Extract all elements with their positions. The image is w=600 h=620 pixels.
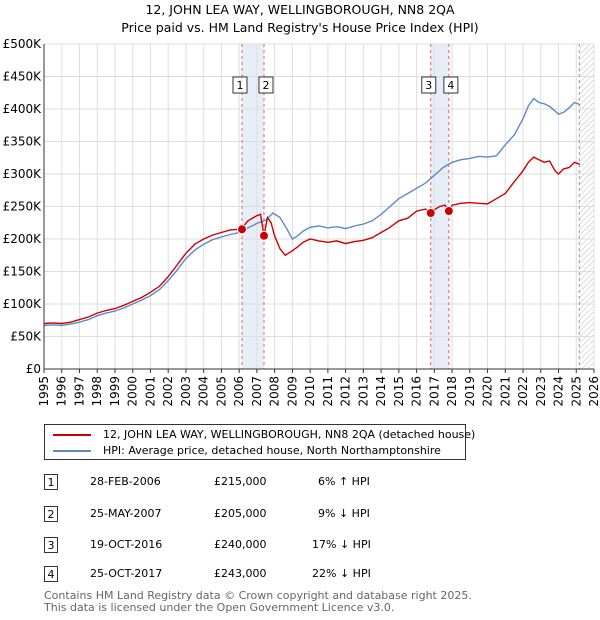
series-line-property [43, 156, 581, 325]
sale-rel: HPI [352, 567, 371, 580]
x-tick-label: 1996 [55, 376, 69, 407]
x-tick-label: 2007 [250, 376, 264, 407]
sale-label-number: 1 [237, 79, 244, 92]
sale-dir: ↓ [339, 567, 350, 580]
x-tick-label: 2022 [516, 376, 530, 407]
sale-label-number: 4 [447, 79, 454, 92]
y-tick-label: £150K [3, 265, 43, 279]
y-tick-label: £300K [3, 167, 43, 181]
x-tick-label: 2026 [587, 376, 600, 407]
sale-price: £205,000 [214, 507, 267, 520]
x-tick-label: 2021 [498, 376, 512, 407]
sale-rel: HPI [351, 507, 370, 520]
sale-price: £215,000 [214, 475, 267, 488]
sale-hpi-diff: 9% ↓ HPI [318, 507, 370, 520]
sale-pct: 17% [312, 538, 337, 551]
footer-licence: This data is licensed under the Open Gov… [44, 601, 395, 614]
price-chart: £0 £50K £100K £150K £200K £250K £300K £350K £400… [3, 37, 600, 407]
x-tick-label: 1995 [37, 376, 51, 407]
sale-hpi-diff: 6% ↑ HPI [318, 475, 370, 488]
x-tick-label: 1999 [108, 376, 122, 407]
y-tick-label: £200K [3, 232, 43, 246]
x-tick-label: 2015 [392, 376, 406, 407]
x-tick-label: 2025 [569, 376, 583, 407]
y-tick-label: £0 [26, 362, 41, 376]
x-tick-label: 2016 [410, 376, 424, 407]
sale-rel: HPI [352, 538, 371, 551]
sale-pct: 9% [318, 507, 336, 520]
sale-date: 25-OCT-2017 [90, 567, 163, 580]
sale-point [443, 206, 454, 217]
sale-point [259, 230, 269, 241]
y-tick-label: £50K [10, 330, 42, 344]
sale-dir: ↑ [338, 475, 349, 488]
sale-label-box [232, 76, 248, 94]
sale-marker-label: 2 [44, 506, 58, 522]
x-tick-label: 2011 [321, 376, 335, 407]
chart-title: 12, JOHN LEA WAY, WELLINGBOROUGH, NN8 2Q… [145, 2, 455, 17]
x-tick-label: 1998 [90, 376, 104, 407]
sale-date: 25-MAY-2007 [90, 507, 162, 520]
x-tick-label: 2000 [126, 376, 140, 407]
legend: 12, JOHN LEA WAY, WELLINGBOROUGH, NN8 2Q… [44, 424, 475, 460]
x-tick-label: 2013 [356, 376, 370, 407]
sale-label-number: 3 [425, 79, 432, 92]
x-tick-label: 2005 [214, 376, 228, 407]
x-tick-label: 2008 [268, 376, 282, 407]
sale-hpi-diff: 17% ↓ HPI [312, 538, 371, 551]
x-tick-label: 2010 [303, 376, 317, 407]
y-tick-label: £350K [3, 135, 43, 149]
x-tick-label: 2002 [161, 376, 175, 407]
x-tick-label: 2024 [552, 376, 566, 407]
sale-hpi-diff: 22% ↓ HPI [312, 567, 371, 580]
legend-item-hpi: HPI: Average price, detached house, Nort… [53, 443, 441, 459]
y-tick-label: £500K [3, 37, 43, 51]
y-tick-label: £250K [3, 200, 43, 214]
sale-point [425, 208, 436, 218]
sale-date: 28-FEB-2006 [90, 475, 161, 488]
sale-dir: ↓ [339, 538, 350, 551]
legend-item-property: 12, JOHN LEA WAY, WELLINGBOROUGH, NN8 2Q… [53, 427, 475, 443]
x-tick-label: 2017 [427, 376, 441, 407]
sale-marker-label: 3 [44, 537, 58, 553]
x-tick-label: 2003 [179, 376, 193, 407]
x-tick-label: 2023 [534, 376, 548, 407]
chart-subtitle: Price paid vs. HM Land Registry's House … [121, 20, 479, 35]
sale-price: £243,000 [214, 567, 267, 580]
sale-point [237, 224, 247, 235]
legend-swatch-hpi [53, 450, 91, 452]
sale-rel: HPI [351, 475, 370, 488]
x-tick-label: 2012 [339, 376, 353, 407]
sale-date: 19-OCT-2016 [90, 538, 163, 551]
x-tick-label: 2009 [285, 376, 299, 407]
legend-label-property: 12, JOHN LEA WAY, WELLINGBOROUGH, NN8 2Q… [103, 428, 476, 441]
x-tick-label: 2014 [374, 376, 388, 407]
x-tick-label: 1997 [72, 376, 86, 407]
x-tick-label: 2019 [463, 376, 477, 407]
sale-marker-label: 1 [44, 474, 58, 490]
x-tick-label: 2018 [445, 376, 459, 407]
sale-label-box [443, 76, 459, 94]
footer-copyright: Contains HM Land Registry data © Crown c… [44, 589, 472, 602]
sale-marker-label: 4 [44, 566, 58, 582]
x-tick-label: 2004 [197, 376, 211, 407]
sale-label-number: 2 [263, 79, 270, 92]
sale-dir: ↓ [338, 507, 349, 520]
sale-label-box [421, 76, 437, 94]
x-tick-label: 2020 [481, 376, 495, 407]
y-tick-label: £450K [3, 70, 43, 84]
sale-pct: 6% [318, 475, 336, 488]
y-tick-label: £100K [3, 297, 43, 311]
x-tick-label: 2001 [143, 376, 157, 407]
legend-swatch-property [53, 434, 91, 436]
sale-price: £240,000 [214, 538, 267, 551]
x-tick-label: 2006 [232, 376, 246, 407]
sale-label-box [258, 76, 274, 94]
y-tick-label: £400K [3, 102, 43, 116]
legend-label-hpi: HPI: Average price, detached house, Nort… [103, 444, 441, 457]
series-line-hpi [43, 97, 581, 327]
sale-pct: 22% [312, 567, 337, 580]
